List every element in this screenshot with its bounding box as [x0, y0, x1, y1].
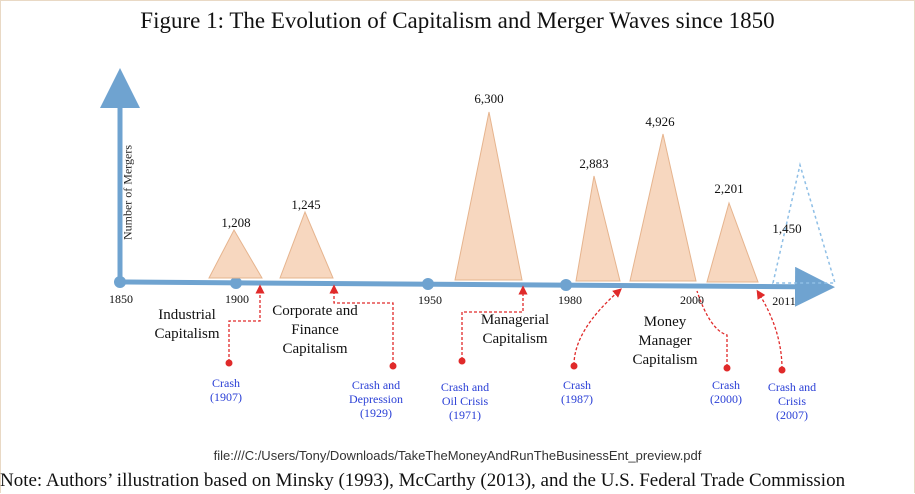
year-label: 1980	[558, 293, 582, 307]
wave-value-label: 1,245	[291, 197, 321, 212]
crash-marker	[723, 364, 731, 372]
year-label: 2011	[772, 294, 796, 308]
year-dot-1950	[422, 278, 434, 290]
x-axis	[119, 266, 835, 307]
year-dot-1980	[560, 279, 572, 291]
crash-link-1987	[573, 288, 622, 366]
crash-link-2000	[696, 290, 728, 367]
year-label: 2000	[680, 293, 704, 307]
merger-wave	[454, 111, 523, 281]
wave-value-label: 6,300	[474, 91, 504, 106]
wave-value-label: 2,201	[714, 181, 744, 196]
wave-value-label: 2,883	[579, 156, 609, 171]
era-label-managerial: Managerial Capitalism	[480, 312, 550, 347]
crash-label: Crash (1987)	[561, 378, 593, 406]
wave-value-label: 4,926	[645, 114, 675, 129]
year-dot-1900	[230, 277, 242, 289]
year-dot-1850	[114, 276, 126, 288]
year-label: 1900	[225, 292, 249, 306]
source-file-path: file:///C:/Users/Tony/Downloads/TakeTheM…	[213, 448, 702, 463]
crash-marker	[570, 362, 578, 370]
merger-wave-projected	[772, 162, 837, 284]
crash-marker	[458, 357, 466, 365]
merger-wave	[706, 201, 759, 283]
era-label-industrial: Industrial Capitalism	[154, 307, 220, 342]
merger-wave	[575, 175, 621, 282]
crash-label: Crash (1907)	[210, 376, 242, 404]
merger-wave	[629, 133, 697, 282]
era-label-money-manager: Money Manager Capitalism	[632, 314, 698, 368]
crash-label: Crash (2000)	[710, 378, 742, 406]
crash-label: Crash and Oil Crisis (1971)	[440, 380, 490, 422]
crash-marker	[225, 359, 233, 367]
figure-title: Figure 1: The Evolution of Capitalism an…	[140, 8, 775, 33]
year-label: 1950	[418, 293, 442, 307]
crash-link-1907	[228, 284, 265, 362]
crash-label: Crash and Crisis (2007)	[767, 380, 817, 422]
figure-note: Note: Authors’ illustration based on Min…	[0, 470, 846, 491]
merger-wave	[279, 210, 334, 279]
crash-label: Crash and Depression (1929)	[349, 378, 403, 420]
crash-marker	[778, 366, 786, 374]
crash-link-2007	[756, 289, 783, 370]
wave-value-label: 1,208	[221, 215, 251, 230]
merger-wave	[208, 228, 263, 279]
crash-link-1929	[329, 284, 394, 365]
era-label-corporate-finance: Corporate and Finance Capitalism	[272, 303, 358, 357]
crash-link-1971	[461, 285, 528, 360]
crash-marker	[389, 362, 397, 370]
wave-value-label: 1,450	[772, 221, 802, 236]
year-label: 1850	[109, 292, 133, 306]
